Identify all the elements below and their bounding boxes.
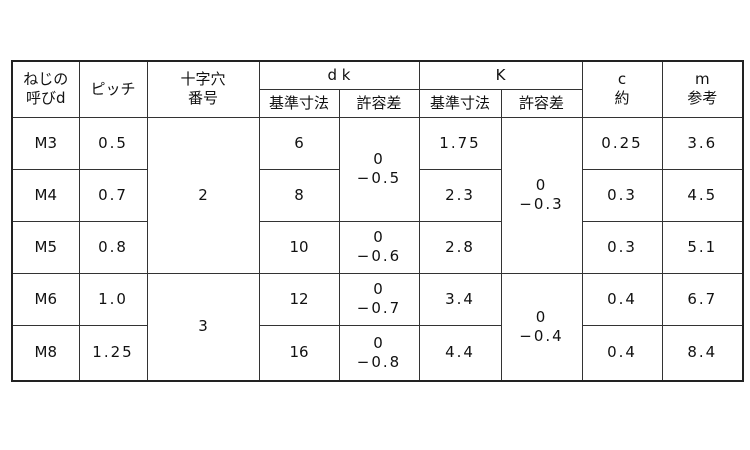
cell-dk-tolerance: 0 −0.7 bbox=[338, 272, 420, 326]
cell-cross: 2 bbox=[146, 116, 260, 274]
table-row: M3 0.5 2 6 0 −0.5 1.75 0 −0.3 0.25 3.6 bbox=[11, 116, 744, 274]
cell-d: M4 bbox=[11, 168, 80, 222]
cell-d: M8 bbox=[11, 324, 80, 382]
cell-dk: 8 bbox=[258, 168, 340, 222]
cell-c: 0.3 bbox=[581, 168, 663, 222]
cell-d: M6 bbox=[11, 272, 80, 326]
cell-cross: 3 bbox=[146, 272, 260, 382]
cell-dk: 10 bbox=[258, 220, 340, 274]
cell-d: M5 bbox=[11, 220, 80, 274]
cell-c: 0.25 bbox=[581, 116, 663, 170]
cell-d: M3 bbox=[11, 116, 80, 170]
cell-pitch: 1.25 bbox=[78, 324, 148, 382]
cell-m: 4.5 bbox=[661, 168, 744, 222]
header-k-basic: 基準寸法 bbox=[418, 88, 502, 118]
header-cross: 十字穴 番号 bbox=[146, 60, 260, 118]
header-dk: d k bbox=[258, 60, 420, 90]
header-m: m 参考 bbox=[661, 60, 744, 118]
header-k: K bbox=[418, 60, 583, 90]
cell-k-tolerance: 0 −0.3 bbox=[500, 116, 583, 274]
header-k-tolerance: 許容差 bbox=[500, 88, 583, 118]
table-row: M4 0.7 8 2.3 0.3 4.5 bbox=[11, 168, 744, 222]
header-row-2: 基準寸法 許容差 基準寸法 許容差 bbox=[12, 88, 743, 118]
cell-pitch: 1.0 bbox=[78, 272, 148, 326]
table-row: M6 1.0 3 12 0 −0.7 3.4 0 −0.4 0.4 6.7 bbox=[11, 272, 744, 382]
cell-dk-tolerance: 0 −0.8 bbox=[338, 324, 420, 382]
cell-pitch: 0.7 bbox=[78, 168, 148, 222]
table-row: M8 1.25 16 0 −0.8 4.4 0.4 8.4 bbox=[11, 324, 744, 382]
cell-m: 5.1 bbox=[661, 220, 744, 274]
cell-c: 0.3 bbox=[581, 220, 663, 274]
header-pitch: ピッチ bbox=[78, 60, 148, 118]
cell-dk-tolerance: 0 −0.5 bbox=[338, 116, 420, 222]
header-dk-tolerance: 許容差 bbox=[338, 88, 420, 118]
cell-m: 8.4 bbox=[661, 324, 744, 382]
table-row: M5 0.8 10 0 −0.6 2.8 0.3 5.1 bbox=[11, 220, 744, 274]
cell-k: 2.8 bbox=[418, 220, 502, 274]
header-dk-basic: 基準寸法 bbox=[258, 88, 340, 118]
cell-c: 0.4 bbox=[581, 272, 663, 326]
cell-k: 1.75 bbox=[418, 116, 502, 170]
cell-m: 3.6 bbox=[661, 116, 744, 170]
cell-k: 3.4 bbox=[418, 272, 502, 326]
cell-k: 2.3 bbox=[418, 168, 502, 222]
cell-dk: 12 bbox=[258, 272, 340, 326]
cell-dk: 16 bbox=[258, 324, 340, 382]
cell-pitch: 0.5 bbox=[78, 116, 148, 170]
cell-pitch: 0.8 bbox=[78, 220, 148, 274]
header-nominal: ねじの 呼びd bbox=[11, 60, 80, 118]
cell-k: 4.4 bbox=[418, 324, 502, 382]
cell-m: 6.7 bbox=[661, 272, 744, 326]
cell-dk: 6 bbox=[258, 116, 340, 170]
cell-c: 0.4 bbox=[581, 324, 663, 382]
cell-dk-tolerance: 0 −0.6 bbox=[338, 220, 420, 274]
cell-k-tolerance: 0 −0.4 bbox=[500, 272, 583, 382]
